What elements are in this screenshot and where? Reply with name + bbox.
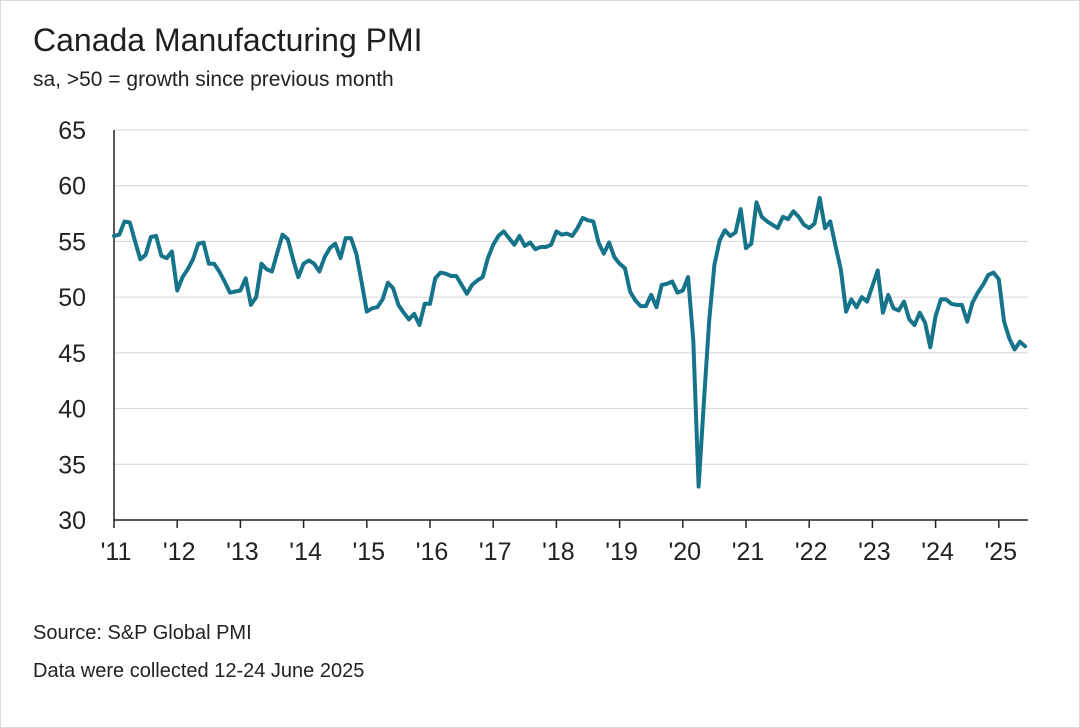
x-tick-label: '25 — [985, 538, 1018, 566]
y-tick-label: 45 — [58, 340, 86, 368]
chart-subtitle: sa, >50 = growth since previous month — [33, 68, 394, 91]
x-tick-label: '22 — [795, 538, 828, 566]
x-tick-label: '24 — [921, 538, 954, 566]
y-tick-label: 55 — [58, 228, 86, 256]
x-tick-label: '12 — [163, 538, 196, 566]
series-layer — [112, 196, 1028, 489]
y-tick-label: 60 — [58, 173, 86, 201]
y-tick-label: 30 — [58, 507, 86, 535]
x-tick-label: '11 — [101, 538, 132, 566]
y-tick-label: 40 — [58, 396, 86, 424]
x-tick-label: '14 — [289, 538, 322, 566]
y-tick-label: 65 — [58, 117, 86, 145]
y-axis-tick-labels: 30 35 40 45 50 55 60 65 — [58, 117, 86, 535]
y-tick-label: 35 — [58, 451, 86, 479]
x-tick-label: '19 — [605, 538, 638, 566]
gridlines — [113, 129, 1028, 521]
x-tick-label: '23 — [858, 538, 891, 566]
collection-note: Data were collected 12-24 June 2025 — [33, 660, 365, 682]
x-tick-label: '21 — [732, 538, 765, 566]
x-tick-label: '13 — [226, 538, 259, 566]
pmi-series-line — [112, 196, 1028, 489]
chart-title: Canada Manufacturing PMI — [33, 22, 423, 58]
x-tick-label: '16 — [416, 538, 449, 566]
x-tick-label: '20 — [669, 538, 702, 566]
x-tick-label: '17 — [479, 538, 512, 566]
x-tick-label: '15 — [353, 538, 386, 566]
x-axis-ticks: '11 '12 '13 '14 '15 '16 '17 '18 '19 '20 '21 '22 '23 '… — [101, 520, 1017, 566]
x-tick-label: '18 — [542, 538, 575, 566]
y-tick-label: 50 — [58, 284, 86, 312]
source-note: Source: S&P Global PMI — [33, 622, 252, 644]
